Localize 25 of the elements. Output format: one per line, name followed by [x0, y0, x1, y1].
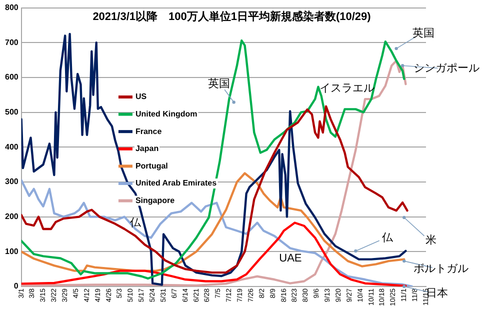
y-tick-label: 600 — [4, 72, 19, 82]
annotation: 英国 — [208, 77, 230, 90]
legend-label: France — [135, 126, 162, 136]
y-tick-label: 500 — [4, 108, 19, 117]
y-tick-label: 300 — [4, 177, 19, 186]
y-tick-label: 100 — [4, 246, 19, 256]
annotation: 仏 — [128, 216, 142, 229]
chart-title: 2021/3/1以降 100万人単位1日平均新規感染者数(10/29) — [92, 10, 372, 23]
y-tick-label: 700 — [4, 38, 19, 47]
annotation: ボルトガル — [414, 263, 469, 276]
legend-label: Portugal — [135, 161, 168, 170]
y-tick-label: 0 — [14, 282, 19, 291]
y-tick-label: 400 — [4, 142, 19, 152]
legend-label: US — [135, 92, 148, 102]
annotation: UAE — [279, 252, 302, 265]
legend-label: United Kingdom — [135, 109, 198, 118]
legend-label: United Arab Emirates — [135, 178, 218, 188]
legend-label: Singapore — [135, 196, 176, 205]
legend-label: Japan — [135, 144, 159, 154]
annotation: 米 — [426, 234, 437, 247]
annotation: 仏 — [381, 232, 394, 244]
annotation: 英国 — [412, 26, 434, 40]
annotation: シンガポール — [414, 62, 480, 75]
y-tick-label: 200 — [4, 212, 19, 222]
y-tick-label: 800 — [4, 3, 19, 12]
